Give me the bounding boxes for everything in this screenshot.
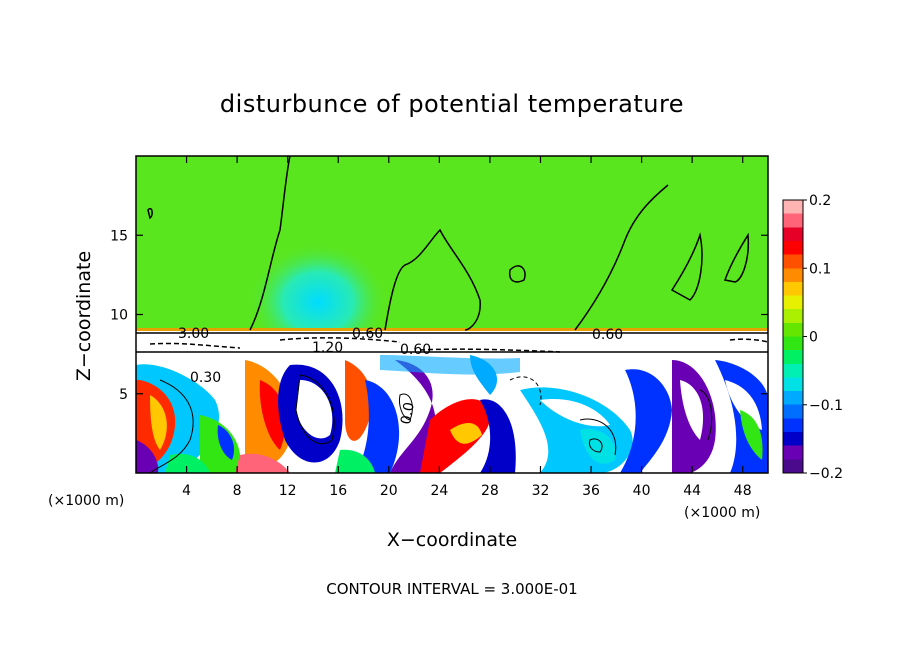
- plot-area: 3.00 0.60 0.60 1.20 0.60 0.30 0.0: [136, 156, 768, 473]
- contour-label: 0.0: [398, 401, 418, 426]
- y-axis-ticks: 5 10 15: [110, 228, 768, 403]
- colorbar-scale: [782, 199, 804, 474]
- x-axis-label: X−coordinate: [387, 529, 517, 551]
- contour-label: 0.60: [352, 326, 383, 342]
- contour-label: 3.00: [178, 326, 209, 342]
- y-tick-label: 15: [110, 228, 128, 244]
- colorbar-tick-label: 0.1: [809, 261, 831, 277]
- x-tick-label: 8: [233, 483, 242, 499]
- x-tick-label: 36: [582, 483, 600, 499]
- contour-label: 1.20: [312, 340, 343, 356]
- y-tick-label: 10: [110, 308, 128, 324]
- x-unit-left: (×1000 m): [48, 493, 124, 509]
- colorbar-tick-label: −0.2: [809, 466, 843, 482]
- contour-labels: 3.00 0.60 0.60 1.20 0.60 0.30 0.0: [178, 326, 623, 426]
- x-unit-right: (×1000 m): [684, 505, 760, 521]
- contour-lines: [136, 156, 768, 473]
- x-tick-label: 12: [279, 483, 297, 499]
- contour-label: 0.60: [400, 342, 431, 358]
- x-tick-label: 28: [481, 483, 499, 499]
- contour-label: 0.60: [592, 327, 623, 343]
- x-tick-label: 48: [734, 483, 752, 499]
- colorbar: 0.2 0.1 0 −0.1 −0.2: [782, 193, 843, 482]
- upper-field: [136, 156, 768, 332]
- x-tick-label: 20: [380, 483, 398, 499]
- x-tick-label: 44: [683, 483, 701, 499]
- plume-region: [248, 230, 388, 350]
- x-tick-label: 4: [182, 483, 191, 499]
- contour-label: 0.30: [190, 370, 221, 386]
- y-axis-label: Z−coordinate: [73, 251, 95, 381]
- x-tick-label: 24: [430, 483, 448, 499]
- chart-title: disturbunce of potential temperature: [220, 90, 684, 118]
- colorbar-tick-label: 0: [809, 330, 818, 346]
- interface-stripe: [136, 328, 768, 331]
- neutral-band: [136, 331, 768, 355]
- x-tick-label: 40: [633, 483, 651, 499]
- x-axis-ticks: 4 8 12 16 20 24 28 32 36 40 44 48: [182, 156, 752, 499]
- lower-field: [136, 355, 768, 473]
- x-tick-label: 16: [329, 483, 347, 499]
- colorbar-tick-label: 0.2: [809, 193, 831, 209]
- contour-interval-note: CONTOUR INTERVAL = 3.000E-01: [326, 580, 577, 598]
- y-tick-label: 5: [119, 387, 128, 403]
- colorbar-ticks: 0.2 0.1 0 −0.1 −0.2: [803, 193, 843, 482]
- colorbar-tick-label: −0.1: [809, 398, 843, 414]
- x-tick-label: 32: [532, 483, 550, 499]
